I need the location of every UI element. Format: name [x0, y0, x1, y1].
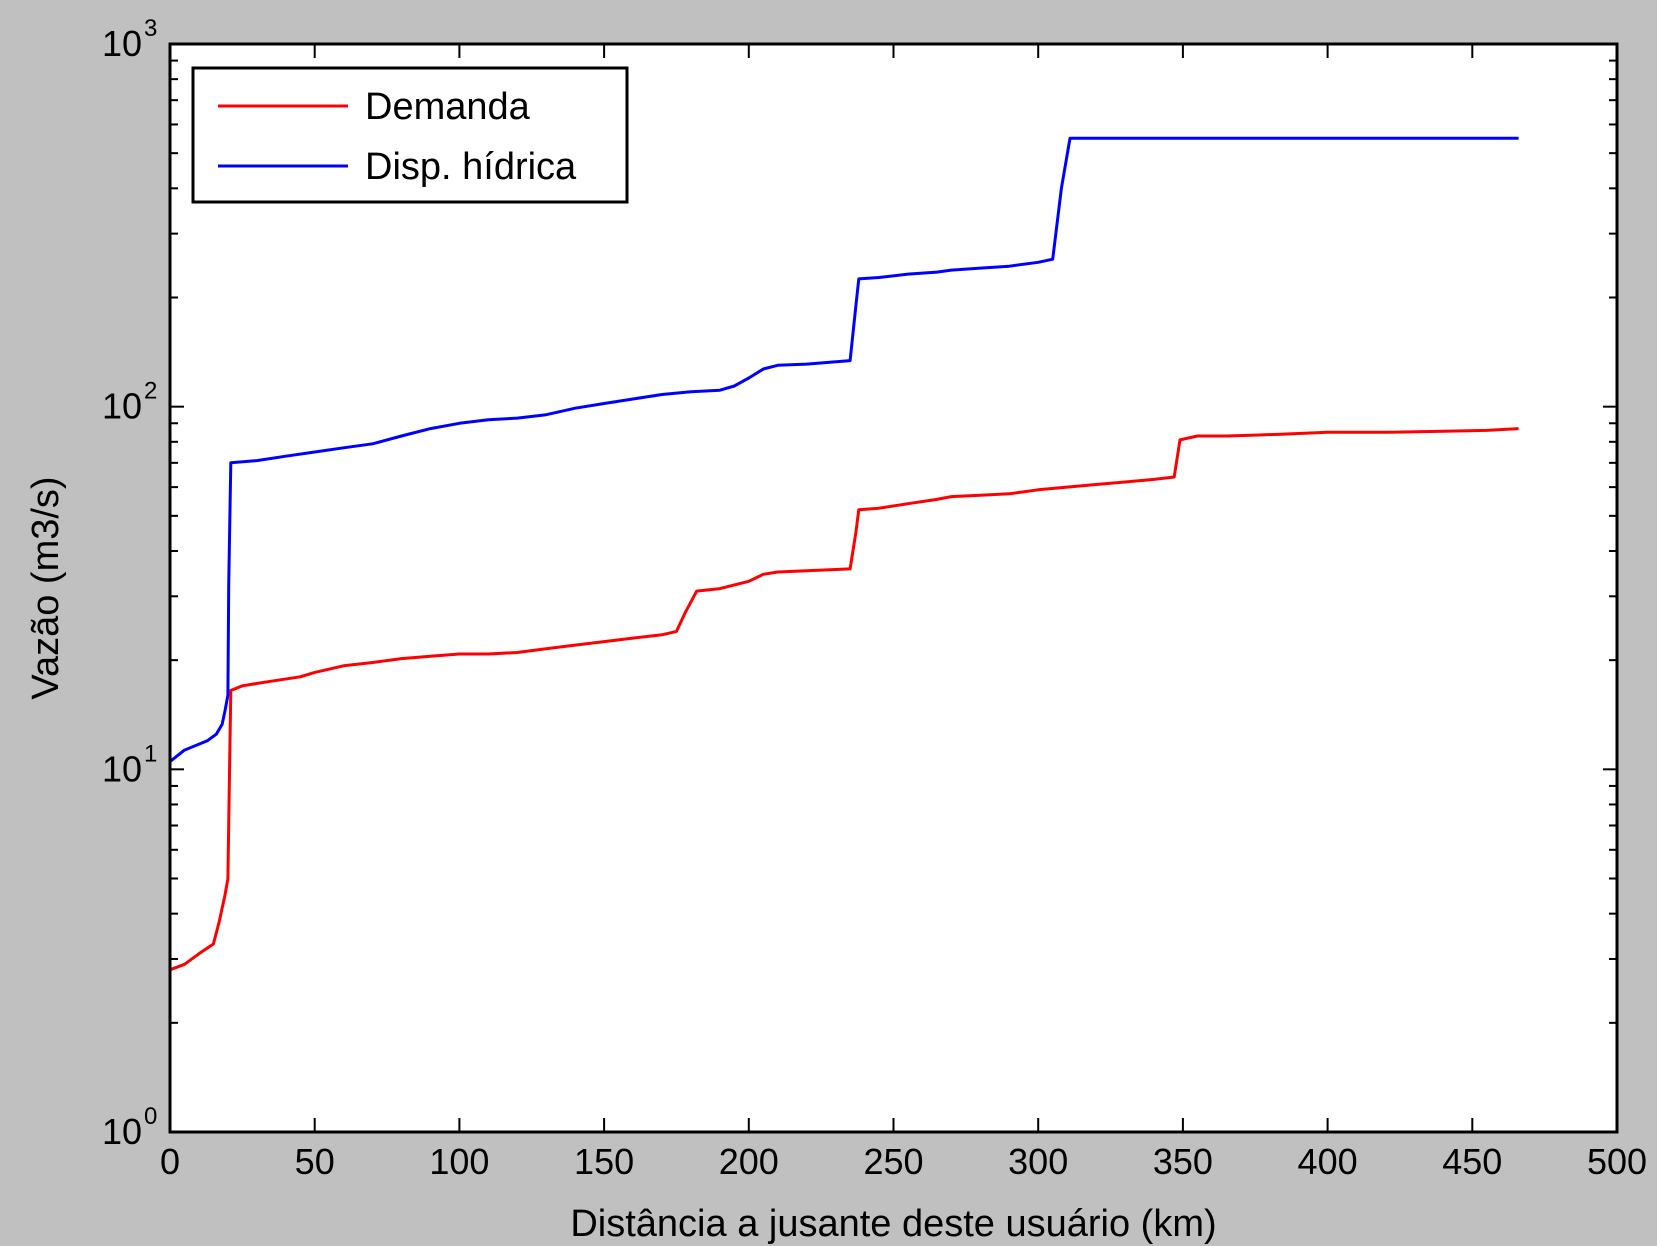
y-tick-exponent: 1 — [144, 740, 157, 767]
plot-frame — [168, 42, 1619, 1134]
y-tick-label: 10 — [102, 386, 142, 427]
x-tick-label: 150 — [574, 1141, 634, 1182]
x-tick-label: 300 — [1008, 1141, 1068, 1182]
legend-box — [191, 66, 629, 204]
x-tick-label: 500 — [1587, 1141, 1647, 1182]
x-tick-label: 0 — [160, 1141, 180, 1182]
x-tick-label: 200 — [719, 1141, 779, 1182]
y-tick-label: 10 — [102, 1111, 142, 1152]
y-axis-label: Vazão (m3/s) — [25, 476, 67, 699]
x-tick-label: 350 — [1153, 1141, 1213, 1182]
y-tick-label: 10 — [102, 748, 142, 789]
series-line-disp-hidrica — [169, 136, 1519, 763]
x-tick-label: 400 — [1298, 1141, 1358, 1182]
plot-area — [170, 44, 1617, 1132]
legend-label: Demanda — [365, 86, 531, 128]
y-tick-exponent: 3 — [144, 15, 157, 42]
x-tick-label: 450 — [1442, 1141, 1502, 1182]
x-tick-label: 50 — [295, 1141, 335, 1182]
x-axis-label: Distância a jusante deste usuário (km) — [570, 1203, 1216, 1245]
y-tick-label: 10 — [102, 23, 142, 64]
series-line-demanda — [169, 427, 1519, 972]
y-tick-exponent: 2 — [144, 378, 157, 405]
legend-label: Disp. hídrica — [365, 146, 577, 188]
x-tick-label: 100 — [429, 1141, 489, 1182]
y-tick-exponent: 0 — [144, 1103, 157, 1130]
x-tick-label: 250 — [863, 1141, 923, 1182]
